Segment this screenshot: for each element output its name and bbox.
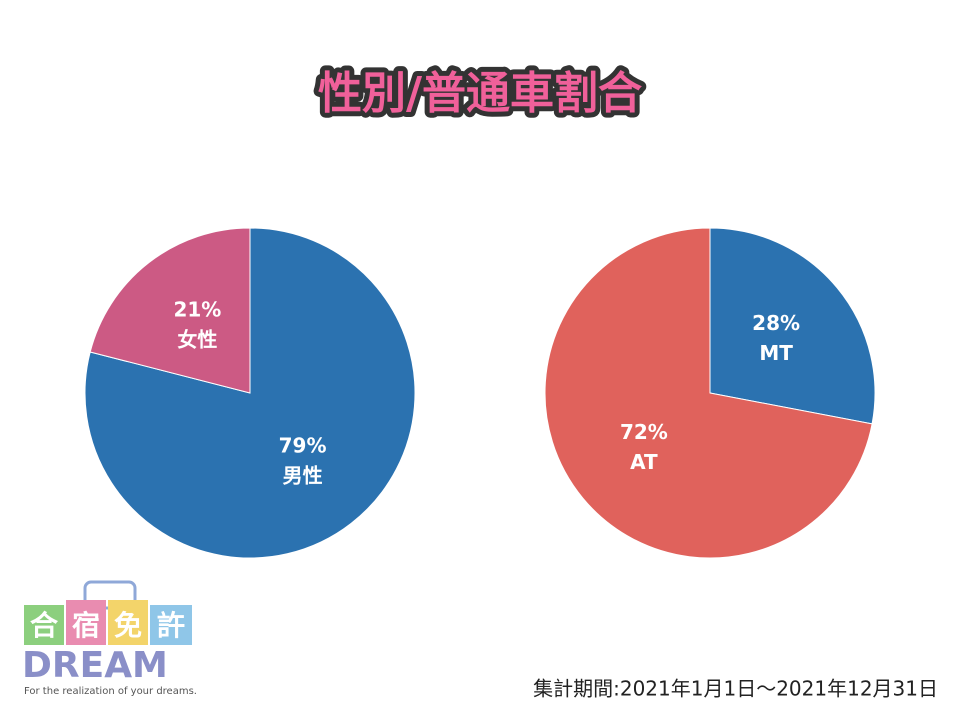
value-label: 28% (752, 311, 800, 335)
logo-char: 許 (157, 609, 185, 642)
category-label: 女性 (177, 328, 217, 352)
value-label: 72% (620, 420, 668, 444)
value-label: 79% (279, 433, 327, 457)
logo-tile (24, 605, 64, 645)
logo-char: 宿 (72, 609, 100, 642)
pie-slice (89, 227, 251, 394)
category-label: AT (630, 450, 658, 474)
logo-char: 免 (114, 609, 142, 642)
value-label: 21% (173, 298, 221, 322)
logo-brand: DREAM (22, 645, 168, 686)
logo: 合 宿 免 許 DREAM For the realization of you… (22, 580, 197, 697)
chart-title: 性別/普通車割合 (318, 68, 642, 119)
logo-tile (66, 600, 106, 645)
logo-tile (108, 600, 148, 645)
logo-tile (150, 605, 192, 645)
pie-slice (709, 227, 876, 425)
category-label: MT (759, 341, 793, 365)
category-label: 男性 (283, 463, 323, 487)
logo-char: 合 (30, 609, 59, 642)
footnote: 集計期間:2021年1月1日～2021年12月31日 (533, 677, 938, 701)
pie-slice (84, 227, 416, 559)
logo-tagline: For the realization of your dreams. (24, 686, 197, 697)
pie-slice (544, 227, 873, 559)
